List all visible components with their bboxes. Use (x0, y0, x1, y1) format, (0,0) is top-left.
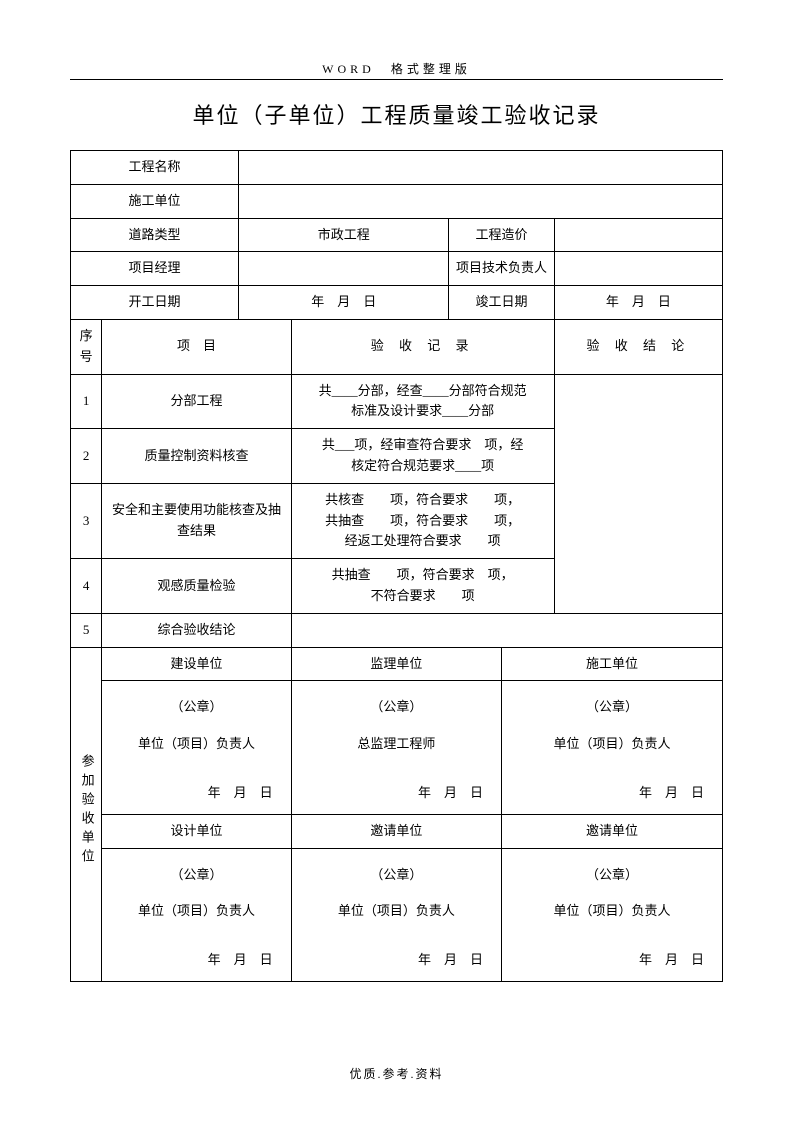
org-header: 邀请单位 (502, 814, 723, 848)
val-tech-lead (554, 252, 722, 286)
role-text: 总监理工程师 (300, 734, 493, 755)
seal-text: （公章） (110, 865, 282, 886)
org-header: 建设单位 (102, 647, 291, 681)
row-record: 共___项，经审查符合要求 项，经核定符合规范要求____项 (291, 429, 554, 484)
org-header: 监理单位 (291, 647, 501, 681)
col-conclusion: 验 收 结 论 (554, 319, 722, 374)
table-row: 1 分部工程 共____分部，经查____分部符合规范标准及设计要求____分部 (71, 374, 723, 429)
participation-label: 参加验收单位 (71, 647, 102, 981)
label-pm: 项目经理 (71, 252, 239, 286)
label-proj-name: 工程名称 (71, 151, 239, 185)
val-road-type: 市政工程 (239, 218, 449, 252)
seal-text: （公章） (510, 865, 714, 886)
val-pm (239, 252, 449, 286)
label-road-type: 道路类型 (71, 218, 239, 252)
signature-block: （公章） 单位（项目）负责人 年 月 日 (502, 848, 723, 981)
row-num: 2 (71, 429, 102, 484)
header-divider (70, 79, 723, 80)
seal-text: （公章） (110, 697, 282, 718)
row-conclusion-merge (554, 374, 722, 613)
page-header: WORD 格式整理版 (70, 60, 723, 77)
org-header: 邀请单位 (291, 814, 501, 848)
val-constr-unit (239, 184, 723, 218)
row-item: 观感质量检验 (102, 559, 291, 614)
col-seq: 序号 (71, 319, 102, 374)
signature-block: （公章） 总监理工程师 年 月 日 (291, 681, 501, 814)
signature-block: （公章） 单位（项目）负责人 年 月 日 (102, 681, 291, 814)
seal-text: （公章） (300, 697, 493, 718)
val-end-date: 年 月 日 (554, 286, 722, 320)
row-num: 1 (71, 374, 102, 429)
label-constr-unit: 施工单位 (71, 184, 239, 218)
row-num: 3 (71, 483, 102, 558)
table-row: 5 综合验收结论 (71, 613, 723, 647)
col-record: 验 收 记 录 (291, 319, 554, 374)
val-proj-cost (554, 218, 722, 252)
row-record: 共抽查 项，符合要求 项，不符合要求 项 (291, 559, 554, 614)
signature-block: （公章） 单位（项目）负责人 年 月 日 (291, 848, 501, 981)
org-header: 设计单位 (102, 814, 291, 848)
seal-text: （公章） (300, 865, 493, 886)
label-tech-lead: 项目技术负责人 (449, 252, 554, 286)
role-text: 单位（项目）负责人 (110, 734, 282, 755)
main-table: 工程名称 施工单位 道路类型 市政工程 工程造价 项目经理 项目技术负责人 开工… (70, 150, 723, 982)
label-start-date: 开工日期 (71, 286, 239, 320)
row-item: 安全和主要使用功能核查及抽查结果 (102, 483, 291, 558)
label-proj-cost: 工程造价 (449, 218, 554, 252)
label-end-date: 竣工日期 (449, 286, 554, 320)
date-text: 年 月 日 (510, 950, 714, 971)
row-record: 共核查 项，符合要求 项，共抽查 项，符合要求 项，经返工处理符合要求 项 (291, 483, 554, 558)
signature-block: （公章） 单位（项目）负责人 年 月 日 (102, 848, 291, 981)
row-record (291, 613, 722, 647)
col-item: 项 目 (102, 319, 291, 374)
row-item: 分部工程 (102, 374, 291, 429)
date-text: 年 月 日 (110, 783, 282, 804)
date-text: 年 月 日 (110, 950, 282, 971)
val-start-date: 年 月 日 (239, 286, 449, 320)
row-num: 5 (71, 613, 102, 647)
date-text: 年 月 日 (510, 783, 714, 804)
row-item: 质量控制资料核查 (102, 429, 291, 484)
val-proj-name (239, 151, 723, 185)
document-title: 单位（子单位）工程质量竣工验收记录 (70, 98, 723, 130)
role-text: 单位（项目）负责人 (510, 901, 714, 922)
role-text: 单位（项目）负责人 (300, 901, 493, 922)
role-text: 单位（项目）负责人 (510, 734, 714, 755)
page-footer: 优质.参考.资料 (0, 1065, 793, 1082)
org-header: 施工单位 (502, 647, 723, 681)
row-item: 综合验收结论 (102, 613, 291, 647)
date-text: 年 月 日 (300, 950, 493, 971)
row-num: 4 (71, 559, 102, 614)
row-record: 共____分部，经查____分部符合规范标准及设计要求____分部 (291, 374, 554, 429)
seal-text: （公章） (510, 697, 714, 718)
date-text: 年 月 日 (300, 783, 493, 804)
role-text: 单位（项目）负责人 (110, 901, 282, 922)
signature-block: （公章） 单位（项目）负责人 年 月 日 (502, 681, 723, 814)
